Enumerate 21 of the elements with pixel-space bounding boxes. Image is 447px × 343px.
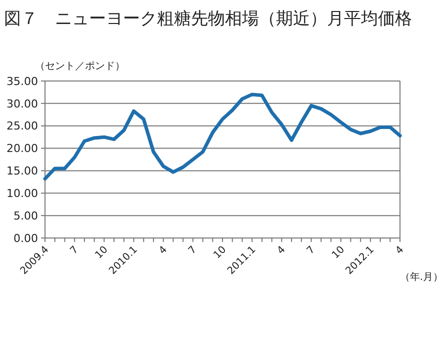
y-tick-label: 5.00	[14, 209, 38, 222]
y-tick-label: 15.00	[6, 164, 38, 178]
y-tick-label: 0.00	[14, 232, 38, 245]
y-tick-label: 10.00	[6, 186, 38, 200]
y-tick-label: 25.00	[6, 120, 38, 133]
x-tick-label: 7	[68, 244, 81, 257]
x-tick-label: 10	[94, 244, 110, 262]
y-tick-label: 35.00	[6, 74, 38, 88]
x-tick-label: 4	[276, 244, 288, 257]
line-series	[43, 92, 402, 181]
x-tick-label: 4	[394, 244, 406, 257]
y-tick-label: 20.00	[6, 142, 38, 156]
y-tick-label: 30.00	[6, 97, 38, 110]
y-axis-title: （セント／ポンド）	[35, 61, 125, 72]
x-tick-label: 7	[305, 244, 318, 257]
x-tick-label: 4	[157, 244, 170, 257]
x-tick-label: 10	[330, 244, 347, 262]
chart-title: 図７ ニューヨーク粗糖先物相場（期近）月平均価格	[4, 9, 412, 29]
x-tick-label: 7	[186, 244, 200, 257]
x-tick-label: 10	[212, 244, 229, 262]
x-axis-title: （年.月）	[400, 271, 443, 283]
